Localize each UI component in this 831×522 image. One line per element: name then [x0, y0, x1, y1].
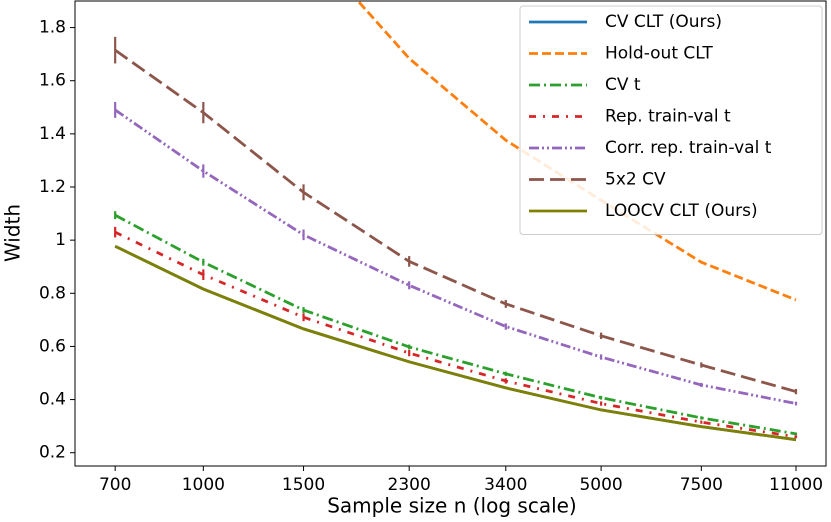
legend-label: CV t	[605, 75, 641, 95]
plot-frame	[74, 0, 827, 467]
y-tick-label: 1.2	[39, 177, 66, 197]
legend-label: Rep. train-val t	[605, 107, 731, 127]
legend-label: 5x2 CV	[605, 170, 666, 190]
x-tick-label: 5000	[579, 475, 622, 495]
y-tick-label: 0.4	[39, 390, 66, 410]
y-tick-label: 1.4	[39, 124, 66, 144]
legend-label: CV CLT (Ours)	[605, 12, 722, 32]
y-tick-label: 0.2	[39, 443, 66, 463]
x-tick-label: 2300	[388, 475, 431, 495]
x-tick-label: 3400	[484, 475, 527, 495]
series-line	[114, 244, 797, 442]
x-tick-label: 1000	[182, 475, 225, 495]
x-axis-label: Sample size n (log scale)	[327, 494, 577, 518]
y-tick-label: 1.6	[39, 71, 66, 91]
series-line	[356, 1, 797, 302]
legend-label: Hold-out CLT	[605, 44, 713, 64]
legend-label: Corr. rep. train-val t	[605, 138, 772, 158]
series-line	[114, 49, 797, 393]
series-line	[114, 230, 797, 439]
legend-label: LOOCV CLT (Ours)	[605, 201, 758, 221]
x-tick-label: 700	[99, 475, 131, 495]
y-axis-label: Width	[1, 204, 25, 262]
y-tick-label: 1	[55, 230, 66, 250]
plot-lines	[114, 1, 798, 442]
series-line	[114, 244, 797, 442]
x-tick-label: 1500	[282, 475, 325, 495]
y-tick-label: 0.6	[39, 336, 66, 356]
x-tick-label: 11000	[769, 475, 823, 495]
y-tick-label: 0.8	[39, 283, 66, 303]
series-line	[114, 213, 797, 436]
legend-box	[519, 5, 823, 235]
x-tick-label: 7500	[680, 475, 723, 495]
series-line	[114, 108, 797, 405]
y-tick-label: 1.8	[39, 18, 66, 38]
